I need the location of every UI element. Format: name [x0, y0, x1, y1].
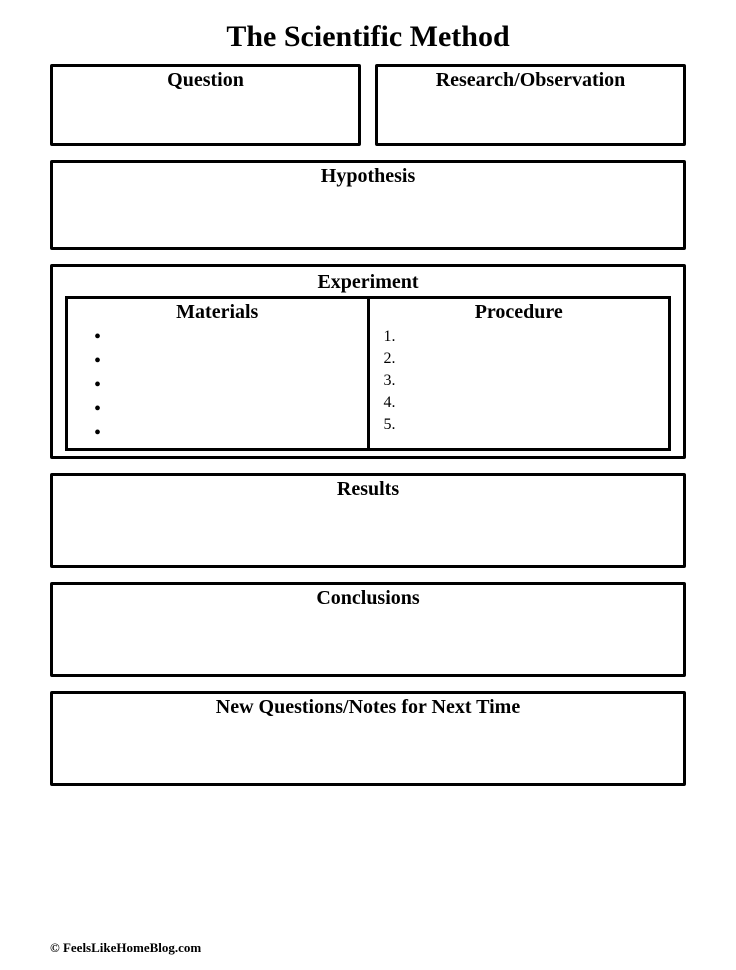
list-item	[94, 326, 359, 350]
list-item: 3.	[384, 370, 661, 392]
notes-box: New Questions/Notes for Next Time	[50, 691, 686, 786]
experiment-inner: Materials Procedure 1. 2. 3. 4. 5.	[65, 296, 671, 451]
research-heading: Research/Observation	[378, 67, 683, 92]
materials-list	[76, 326, 359, 446]
question-box: Question	[50, 64, 361, 146]
research-box: Research/Observation	[375, 64, 686, 146]
hypothesis-heading: Hypothesis	[53, 163, 683, 188]
experiment-box: Experiment Materials Procedure 1. 2. 3. …	[50, 264, 686, 459]
list-item	[94, 350, 359, 374]
list-item: 5.	[384, 414, 661, 436]
list-item	[94, 422, 359, 446]
results-box: Results	[50, 473, 686, 568]
hypothesis-box: Hypothesis	[50, 160, 686, 250]
results-heading: Results	[53, 476, 683, 501]
conclusions-box: Conclusions	[50, 582, 686, 677]
list-item	[94, 374, 359, 398]
notes-heading: New Questions/Notes for Next Time	[53, 694, 683, 719]
materials-column: Materials	[68, 299, 370, 448]
experiment-heading: Experiment	[65, 269, 671, 294]
list-item	[94, 398, 359, 422]
list-item: 4.	[384, 392, 661, 414]
conclusions-heading: Conclusions	[53, 585, 683, 610]
footer-credit: © FeelsLikeHomeBlog.com	[50, 940, 201, 956]
page-title: The Scientific Method	[50, 20, 686, 54]
list-item: 2.	[384, 348, 661, 370]
materials-heading: Materials	[76, 301, 359, 324]
procedure-list: 1. 2. 3. 4. 5.	[378, 326, 661, 436]
question-heading: Question	[53, 67, 358, 92]
top-row: Question Research/Observation	[50, 64, 686, 146]
procedure-column: Procedure 1. 2. 3. 4. 5.	[370, 299, 669, 448]
procedure-heading: Procedure	[378, 301, 661, 324]
list-item: 1.	[384, 326, 661, 348]
